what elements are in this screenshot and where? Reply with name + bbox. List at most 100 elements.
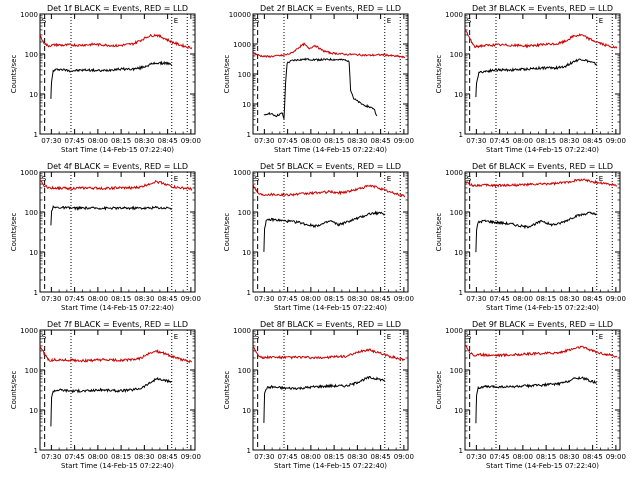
start-marker: S: [42, 333, 47, 341]
x-tick-label: 08:45: [371, 137, 391, 145]
y-axis-label: Counts/sec: [10, 371, 18, 410]
y-tick-label: 1000: [445, 327, 463, 335]
end-marker: E: [174, 17, 178, 25]
series-events-line: [50, 60, 173, 99]
x-tick-label: 08:00: [513, 453, 533, 461]
x-tick-label: 07:30: [466, 453, 486, 461]
y-axis-label: Counts/sec: [223, 371, 231, 410]
end-marker: E: [387, 175, 391, 183]
series-lld-line: [252, 345, 406, 362]
panel-title: Det 7f BLACK = Events, RED = LLD: [47, 320, 188, 329]
y-tick-label: 1000: [20, 11, 38, 19]
x-axis-label: Start Time (14-Feb-15 07:22:40): [274, 304, 387, 312]
y-tick-label: 100: [238, 71, 251, 79]
x-axis-label: Start Time (14-Feb-15 07:22:40): [61, 146, 174, 154]
panel-title: Det 6f BLACK = Events, RED = LLD: [472, 162, 613, 171]
panel-title: Det 3f BLACK = Events, RED = LLD: [472, 4, 613, 13]
y-tick-label: 1: [247, 289, 251, 297]
y-tick-label: 10: [454, 407, 463, 415]
y-tick-label: 1: [459, 131, 463, 139]
x-tick-label: 08:15: [111, 295, 131, 303]
end-marker: E: [599, 17, 603, 25]
series-events-line: [263, 376, 385, 423]
x-tick-label: 07:45: [278, 137, 298, 145]
x-tick-label: 08:00: [88, 295, 108, 303]
y-axis-label: Counts/sec: [10, 55, 18, 94]
x-tick-label: 07:45: [65, 453, 85, 461]
axes-frame: [39, 13, 196, 135]
y-tick-label: 100: [450, 51, 463, 59]
panel-title: Det 5f BLACK = Events, RED = LLD: [260, 162, 401, 171]
y-tick-label: 1: [34, 131, 38, 139]
x-tick-label: 08:30: [559, 295, 579, 303]
y-axis-label: Counts/sec: [435, 371, 443, 410]
series-lld-line: [252, 183, 406, 198]
x-tick-label: 08:45: [158, 137, 178, 145]
x-tick-label: 07:30: [254, 137, 274, 145]
x-tick-label: 08:15: [536, 295, 556, 303]
series-lld-line: [39, 33, 193, 50]
y-tick-label: 100: [450, 209, 463, 217]
x-axis-label: Start Time (14-Feb-15 07:22:40): [486, 462, 599, 470]
x-tick-label: 07:45: [278, 453, 298, 461]
series-events-line: [50, 205, 173, 226]
x-tick-label: 08:15: [111, 137, 131, 145]
x-tick-label: 07:30: [41, 453, 61, 461]
y-axis-label: Counts/sec: [223, 213, 231, 252]
series-events-line: [50, 376, 173, 427]
series-lld-line: [39, 345, 192, 364]
y-tick-label: 1000: [233, 327, 251, 335]
y-tick-label: 100: [238, 209, 251, 217]
y-tick-label: 1: [459, 289, 463, 297]
axes-frame: [39, 329, 196, 451]
x-tick-label: 07:45: [278, 295, 298, 303]
y-tick-label: 1: [247, 131, 251, 139]
x-tick-label: 08:30: [559, 137, 579, 145]
x-tick-label: 09:00: [394, 295, 414, 303]
y-tick-label: 100: [25, 367, 38, 375]
axes-frame: [39, 171, 196, 293]
x-tick-label: 07:30: [466, 137, 486, 145]
panel-title: Det 2f BLACK = Events, RED = LLD: [260, 4, 401, 13]
y-tick-label: 10: [29, 249, 38, 257]
panel-title: Det 8f BLACK = Events, RED = LLD: [260, 320, 401, 329]
x-tick-label: 07:30: [41, 137, 61, 145]
x-tick-label: 08:00: [301, 453, 321, 461]
y-tick-label: 1000: [445, 11, 463, 19]
y-axis-label: Counts/sec: [435, 55, 443, 94]
axes-frame: [464, 13, 621, 135]
x-tick-label: 09:00: [606, 295, 626, 303]
x-axis-label: Start Time (14-Feb-15 07:22:40): [486, 146, 599, 154]
x-tick-label: 08:30: [134, 137, 154, 145]
x-tick-label: 08:45: [583, 137, 603, 145]
series-lld-line: [464, 344, 618, 358]
y-tick-label: 10: [454, 91, 463, 99]
x-tick-label: 08:45: [583, 453, 603, 461]
x-tick-label: 08:00: [301, 137, 321, 145]
start-marker: S: [467, 175, 472, 183]
axes-frame: [464, 329, 621, 451]
end-marker: E: [599, 333, 603, 341]
x-tick-label: 08:30: [347, 137, 367, 145]
x-tick-label: 07:45: [65, 137, 85, 145]
x-tick-label: 07:45: [490, 295, 510, 303]
x-tick-label: 08:30: [559, 453, 579, 461]
end-marker: E: [387, 17, 391, 25]
y-tick-label: 10: [242, 407, 251, 415]
x-tick-label: 08:45: [583, 295, 603, 303]
x-tick-label: 08:30: [347, 295, 367, 303]
x-tick-label: 08:00: [301, 295, 321, 303]
series-lld-line: [464, 178, 618, 188]
series-events-line: [475, 211, 598, 253]
x-tick-label: 08:00: [88, 453, 108, 461]
x-tick-label: 09:00: [181, 137, 201, 145]
end-marker: E: [174, 333, 178, 341]
y-tick-label: 1000: [20, 169, 38, 177]
panel-title: Det 1f BLACK = Events, RED = LLD: [47, 4, 188, 13]
x-axis-label: Start Time (14-Feb-15 07:22:40): [274, 462, 387, 470]
